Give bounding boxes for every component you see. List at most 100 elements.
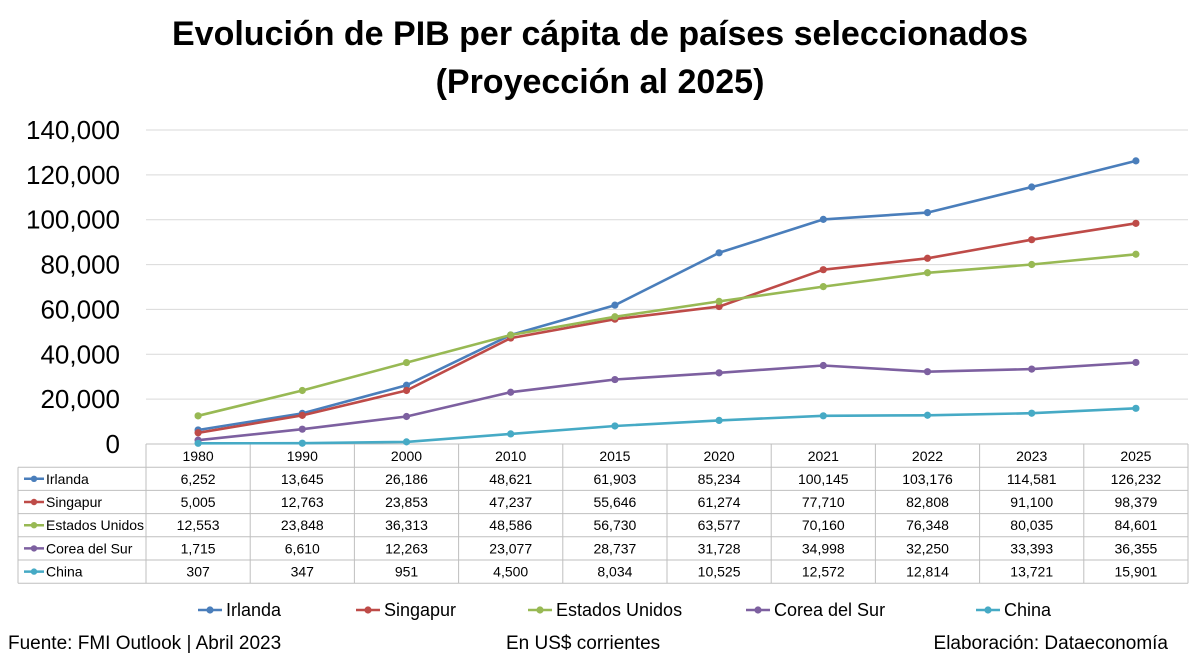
data-point (819, 283, 827, 291)
data-point (715, 416, 723, 424)
table-cell-value: 63,577 (698, 517, 741, 533)
table-cell-value: 91,100 (1010, 494, 1053, 510)
table-cell-value: 82,808 (906, 494, 949, 510)
credit-note: Elaboración: Dataeconomía (933, 633, 1168, 654)
table-cell-value: 114,581 (1007, 471, 1057, 487)
table-cell-value: 8,034 (597, 564, 632, 580)
chart-title-line-2: (Proyección al 2025) (435, 63, 765, 101)
data-point (1028, 260, 1036, 269)
table-cell-value: 12,263 (385, 540, 428, 556)
legend-marker (984, 606, 992, 614)
table-cell-value: 100,145 (798, 471, 849, 487)
table-cell-value: 70,160 (802, 517, 845, 533)
table-cell-value: 61,274 (698, 494, 741, 510)
data-point (611, 375, 619, 384)
data-point (715, 249, 723, 257)
table-cell-value: 10,525 (698, 564, 741, 580)
table-cell-value: 1,715 (181, 540, 216, 556)
x-tick-label: 2000 (391, 448, 422, 464)
data-point (1028, 236, 1036, 244)
data-point (1028, 183, 1036, 191)
table-legend-marker (30, 545, 38, 552)
data-point (402, 438, 411, 446)
table-cell-value: 84,601 (1114, 517, 1157, 533)
data-point (507, 331, 515, 339)
legend-entry: Irlanda (226, 600, 282, 620)
legend-marker (364, 606, 372, 614)
units-note: En US$ corrientes (506, 633, 661, 654)
legend-marker (536, 606, 544, 614)
y-tick-label: 120,000 (26, 160, 120, 190)
table-cell-value: 36,355 (1114, 540, 1157, 556)
x-tick-label: 1980 (183, 448, 214, 464)
table-cell-value: 5,005 (181, 494, 216, 510)
table-cell-value: 12,814 (906, 564, 949, 580)
data-point (298, 425, 306, 433)
table-cell-value: 33,393 (1010, 540, 1053, 556)
data-point (611, 301, 619, 309)
x-tick-label: 2023 (1016, 448, 1047, 464)
table-series-name: Irlanda (46, 471, 89, 487)
table-cell-value: 31,728 (698, 540, 741, 556)
data-point (1028, 365, 1036, 373)
data-point (819, 266, 827, 274)
series-line-china (198, 407, 1136, 445)
data-point (923, 254, 932, 262)
table-legend-marker (30, 475, 38, 482)
data-point (194, 412, 202, 420)
table-series-name: China (46, 564, 83, 580)
data-point (611, 313, 619, 321)
table-cell-value: 15,901 (1114, 564, 1157, 580)
data-point (1132, 404, 1140, 412)
table-cell-value: 32,250 (906, 540, 949, 556)
table-cell-value: 47,237 (489, 494, 532, 510)
table-cell-value: 13,721 (1010, 564, 1053, 580)
data-point (1132, 250, 1140, 258)
table-cell-value: 23,848 (281, 517, 324, 533)
data-point (1132, 157, 1140, 165)
table-cell-value: 76,348 (906, 517, 949, 533)
table-cell-value: 26,186 (385, 471, 428, 487)
legend-entry: Singapur (384, 600, 456, 620)
table-cell-value: 36,313 (385, 517, 428, 533)
table-cell-value: 77,710 (802, 494, 845, 510)
table-cell-value: 126,232 (1111, 471, 1162, 487)
table-cell-value: 98,379 (1114, 494, 1157, 510)
table-series-name: Singapur (46, 494, 102, 510)
x-tick-label: 2010 (495, 448, 526, 464)
chart-title: Evolución de PIB per cápita de países se… (0, 10, 1200, 106)
table-cell-value: 34,998 (802, 540, 845, 556)
table-cell-value: 23,853 (385, 494, 428, 510)
x-tick-label: 2020 (704, 448, 735, 464)
series-line-irlanda (197, 159, 1137, 432)
x-tick-label: 2021 (808, 448, 839, 464)
table-series-name: Corea del Sur (46, 540, 133, 556)
data-point (715, 369, 723, 377)
data-point (1132, 219, 1140, 227)
table-cell-value: 55,646 (593, 494, 636, 510)
table-series-name: Estados Unidos (46, 517, 144, 533)
table-cell-value: 56,730 (593, 517, 636, 533)
data-point (819, 412, 827, 420)
y-tick-label: 140,000 (26, 115, 120, 145)
x-tick-label: 2025 (1120, 448, 1151, 464)
legend-entry: China (1004, 600, 1052, 620)
legend-marker (754, 606, 762, 614)
y-tick-label: 80,000 (40, 250, 120, 280)
table-cell-value: 48,586 (489, 517, 532, 533)
data-point (402, 358, 411, 367)
y-tick-label: 60,000 (40, 294, 120, 324)
table-cell-value: 85,234 (698, 471, 741, 487)
table-cell-value: 6,610 (285, 540, 320, 556)
table-cell-value: 4,500 (493, 564, 528, 580)
data-point (1132, 358, 1140, 367)
table-cell-value: 80,035 (1010, 517, 1053, 533)
y-tick-label: 0 (106, 429, 120, 459)
data-point (923, 269, 932, 277)
table-cell-value: 13,645 (281, 471, 324, 487)
table-cell-value: 12,572 (802, 564, 845, 580)
data-point (298, 439, 306, 447)
data-point (819, 215, 827, 223)
legend-marker (206, 606, 214, 614)
table-cell-value: 6,252 (181, 471, 216, 487)
